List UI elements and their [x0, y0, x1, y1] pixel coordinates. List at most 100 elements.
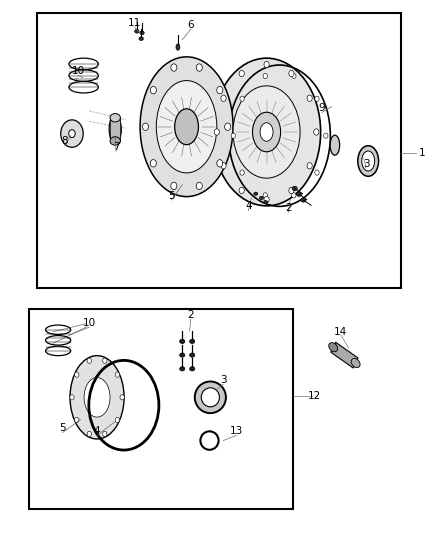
Circle shape: [115, 417, 120, 423]
Text: 5: 5: [168, 191, 175, 201]
Ellipse shape: [264, 200, 268, 204]
Circle shape: [324, 133, 328, 139]
Ellipse shape: [253, 112, 281, 152]
Ellipse shape: [140, 31, 144, 35]
Ellipse shape: [292, 187, 297, 191]
Ellipse shape: [110, 137, 120, 145]
Ellipse shape: [61, 120, 83, 147]
Circle shape: [292, 193, 296, 198]
Text: 2: 2: [285, 204, 292, 214]
Ellipse shape: [254, 192, 258, 195]
Circle shape: [120, 394, 124, 400]
Ellipse shape: [297, 192, 302, 196]
Ellipse shape: [69, 130, 75, 138]
Circle shape: [289, 187, 294, 193]
Text: 1: 1: [419, 148, 426, 158]
Text: 2: 2: [187, 310, 194, 320]
Ellipse shape: [351, 359, 360, 368]
Circle shape: [150, 86, 156, 94]
Ellipse shape: [110, 114, 120, 122]
Circle shape: [87, 431, 92, 437]
Circle shape: [240, 170, 244, 175]
Text: 8: 8: [61, 136, 67, 146]
Ellipse shape: [139, 37, 143, 41]
Ellipse shape: [134, 29, 139, 33]
Circle shape: [171, 64, 177, 71]
Bar: [37, 13, 401, 288]
Circle shape: [196, 64, 202, 71]
Ellipse shape: [190, 340, 195, 343]
Circle shape: [307, 95, 312, 101]
Circle shape: [263, 74, 268, 79]
Circle shape: [217, 86, 223, 94]
Text: 12: 12: [307, 391, 321, 401]
Ellipse shape: [175, 109, 198, 144]
Circle shape: [225, 123, 231, 131]
Circle shape: [264, 61, 269, 68]
Text: 6: 6: [187, 20, 194, 30]
Ellipse shape: [140, 57, 233, 197]
Circle shape: [239, 70, 244, 77]
Ellipse shape: [109, 115, 121, 144]
Circle shape: [102, 431, 107, 437]
Circle shape: [289, 70, 294, 77]
Text: 13: 13: [230, 426, 243, 436]
Ellipse shape: [195, 382, 226, 413]
Circle shape: [307, 163, 312, 169]
Circle shape: [74, 417, 79, 423]
Text: 4: 4: [94, 426, 100, 436]
Circle shape: [314, 129, 319, 135]
Ellipse shape: [233, 86, 300, 178]
Circle shape: [221, 163, 226, 169]
Ellipse shape: [180, 353, 185, 357]
Circle shape: [221, 95, 226, 101]
Ellipse shape: [358, 146, 378, 176]
Text: 11: 11: [128, 18, 141, 28]
Circle shape: [315, 96, 319, 101]
Circle shape: [217, 159, 223, 167]
Ellipse shape: [329, 343, 338, 352]
Circle shape: [70, 394, 74, 400]
Ellipse shape: [301, 198, 306, 202]
Ellipse shape: [180, 367, 185, 371]
Ellipse shape: [190, 367, 195, 371]
Circle shape: [239, 187, 244, 193]
Ellipse shape: [180, 340, 185, 343]
Circle shape: [150, 159, 156, 167]
Circle shape: [102, 358, 107, 364]
Ellipse shape: [212, 58, 321, 206]
Text: 10: 10: [72, 66, 85, 76]
Text: 9: 9: [318, 103, 325, 114]
Ellipse shape: [176, 44, 180, 50]
Circle shape: [231, 133, 236, 139]
Ellipse shape: [259, 196, 263, 199]
Bar: [29, 309, 293, 509]
Circle shape: [240, 96, 244, 101]
Circle shape: [115, 372, 120, 377]
Text: 10: 10: [83, 318, 96, 328]
Circle shape: [292, 74, 296, 79]
Circle shape: [196, 182, 202, 190]
Text: 3: 3: [363, 159, 369, 168]
Polygon shape: [331, 342, 358, 368]
Circle shape: [264, 196, 269, 203]
Circle shape: [315, 170, 319, 175]
Ellipse shape: [260, 123, 273, 141]
Text: 3: 3: [220, 375, 226, 385]
Ellipse shape: [201, 388, 219, 407]
Ellipse shape: [70, 356, 124, 439]
Text: 4: 4: [245, 201, 252, 212]
Circle shape: [214, 129, 219, 135]
Ellipse shape: [84, 377, 110, 417]
Circle shape: [87, 358, 92, 364]
Text: 7: 7: [113, 142, 120, 152]
Circle shape: [142, 123, 148, 131]
Bar: [110, 118, 120, 141]
Text: 14: 14: [333, 327, 347, 337]
Ellipse shape: [330, 135, 339, 155]
Ellipse shape: [156, 80, 217, 173]
Circle shape: [263, 193, 268, 198]
Ellipse shape: [190, 353, 195, 357]
Circle shape: [74, 372, 79, 377]
Circle shape: [171, 182, 177, 190]
